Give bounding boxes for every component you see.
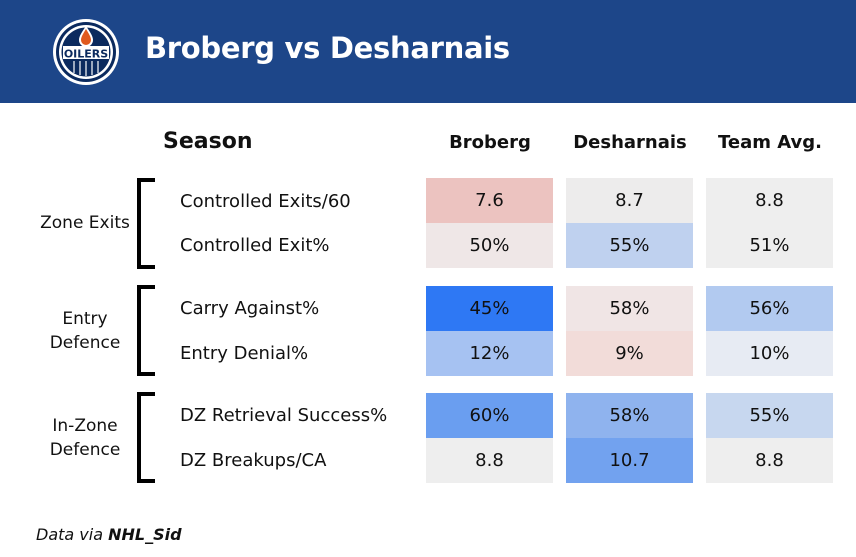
value-cell: 12% bbox=[426, 331, 553, 376]
group-label-in-zone-defence: In-Zone Defence bbox=[30, 414, 140, 462]
column-header-broberg: Broberg bbox=[449, 132, 531, 153]
group-label-entry-defence: Entry Defence bbox=[30, 307, 140, 355]
header-bar: OILERS Broberg vs Desharnais bbox=[0, 0, 856, 103]
value-cell: 51% bbox=[706, 223, 833, 268]
value-cell: 50% bbox=[426, 223, 553, 268]
data-credit: Data via NHL_Sid bbox=[36, 525, 182, 544]
value-cell: 8.8 bbox=[706, 438, 833, 483]
value-cell: 55% bbox=[566, 223, 693, 268]
group-label-zone-exits: Zone Exits bbox=[30, 211, 140, 235]
value-cell: 56% bbox=[706, 286, 833, 331]
credit-prefix: Data via bbox=[36, 525, 104, 544]
value-cell: 58% bbox=[566, 286, 693, 331]
value-cell: 7.6 bbox=[426, 178, 553, 223]
group-label-line: Entry bbox=[62, 309, 108, 329]
metric-label: Controlled Exit% bbox=[180, 235, 330, 256]
value-cell: 8.7 bbox=[566, 178, 693, 223]
group-label-line: Defence bbox=[49, 440, 121, 460]
value-cell: 10% bbox=[706, 331, 833, 376]
svg-text:OILERS: OILERS bbox=[64, 48, 108, 61]
value-cell: 9% bbox=[566, 331, 693, 376]
group-bracket bbox=[137, 285, 155, 376]
credit-source: NHL_Sid bbox=[108, 525, 182, 544]
oilers-logo-icon: OILERS bbox=[53, 19, 119, 85]
value-cell: 10.7 bbox=[566, 438, 693, 483]
value-cell: 55% bbox=[706, 393, 833, 438]
value-cell: 60% bbox=[426, 393, 553, 438]
season-header: Season bbox=[163, 129, 253, 154]
column-header-team-avg: Team Avg. bbox=[717, 132, 822, 153]
metric-label: Controlled Exits/60 bbox=[180, 191, 351, 212]
value-cell: 45% bbox=[426, 286, 553, 331]
metric-label: Carry Against% bbox=[180, 298, 320, 319]
group-label-line: Defence bbox=[49, 333, 121, 353]
group-bracket bbox=[137, 178, 155, 269]
group-label-line: Zone Exits bbox=[40, 213, 130, 233]
group-bracket bbox=[137, 392, 155, 483]
column-header-desharnais: Desharnais bbox=[573, 132, 687, 153]
value-cell: 8.8 bbox=[426, 438, 553, 483]
value-cell: 58% bbox=[566, 393, 693, 438]
group-label-line: In-Zone bbox=[52, 416, 118, 436]
metric-label: DZ Retrieval Success% bbox=[180, 405, 388, 426]
metric-label: Entry Denial% bbox=[180, 343, 309, 364]
page-title: Broberg vs Desharnais bbox=[145, 31, 510, 65]
value-cell: 8.8 bbox=[706, 178, 833, 223]
metric-label: DZ Breakups/CA bbox=[180, 450, 327, 471]
